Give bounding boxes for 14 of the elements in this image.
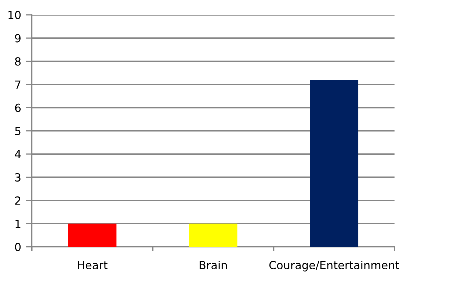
y-tick-label: 0 [15, 243, 21, 252]
y-tick-label: 6 [15, 104, 21, 112]
y-tick-label: 8 [15, 57, 21, 66]
x-tick-label: Brain [200, 260, 228, 270]
y-tick-label: 5 [15, 127, 21, 136]
y-tick-label: 10 [8, 11, 21, 20]
y-tick-label: 1 [16, 220, 21, 228]
y-tick-label: 7 [15, 80, 21, 89]
y-tick-label: 4 [15, 150, 22, 159]
x-tick-label: Heart [78, 261, 108, 270]
y-tick-label: 2 [15, 196, 21, 205]
x-tick-label: Courage/Entertainment [270, 260, 400, 272]
y-tick-label: 3 [15, 173, 21, 182]
y-tick-label: 9 [15, 34, 21, 43]
